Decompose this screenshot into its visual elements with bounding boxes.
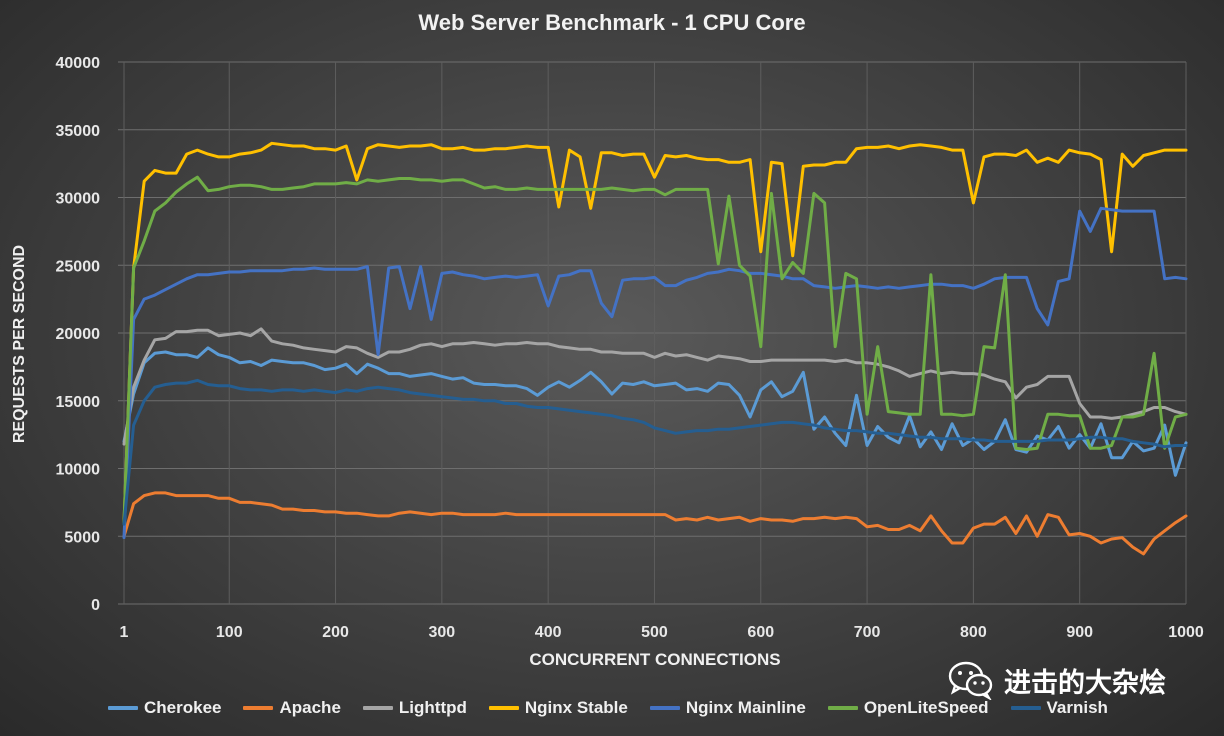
y-tick-label: 5000 <box>64 529 100 546</box>
legend-swatch <box>362 706 393 710</box>
watermark-text: 进击的大杂烩 <box>1004 667 1166 699</box>
legend-item-nginx-mainline: Nginx Mainline <box>649 698 806 718</box>
legend-label: Nginx Stable <box>524 698 628 717</box>
series-line-cherokee <box>122 346 1188 477</box>
y-tick-label: 10000 <box>56 462 101 479</box>
legend-swatch <box>649 706 680 710</box>
legend-item-nginx-stable: Nginx Stable <box>488 698 628 718</box>
x-tick-label: 1000 <box>1168 624 1204 641</box>
y-tick-labels: 0 5000 10000 15000 20000 25000 30000 35000 40000 <box>56 55 101 614</box>
series-line-varnish <box>122 378 1188 526</box>
series-line-nginx-mainline <box>122 206 1188 540</box>
x-tick-label: 900 <box>1066 624 1093 641</box>
legend-item-openlitespeed: OpenLiteSpeed <box>827 698 989 718</box>
y-tick-label: 25000 <box>56 258 101 275</box>
wechat-icon <box>948 661 993 700</box>
x-axis-label: CONCURRENT CONNECTIONS <box>529 650 781 669</box>
legend-swatch <box>108 706 138 710</box>
x-tick-label: 400 <box>535 624 562 641</box>
x-tick-label: 300 <box>429 624 456 641</box>
x-tick-label: 100 <box>216 624 243 641</box>
x-tick-label: 200 <box>322 624 349 641</box>
legend-swatch <box>243 706 274 710</box>
legend-item-lighttpd: Lighttpd <box>362 698 467 718</box>
x-tick-label: 800 <box>960 624 987 641</box>
y-tick-label: 20000 <box>56 326 101 343</box>
legend-item-varnish: Varnish <box>1010 698 1108 718</box>
y-tick-label: 35000 <box>56 123 101 140</box>
series-lines <box>122 141 1188 556</box>
y-tick-label: 0 <box>91 597 100 614</box>
watermark: 进击的大杂烩 <box>948 660 1166 700</box>
legend-label: OpenLiteSpeed <box>863 698 989 717</box>
legend-label: Apache <box>279 698 341 717</box>
series-line-lighttpd <box>122 327 1188 446</box>
series-line-nginx-stable <box>122 141 1188 525</box>
x-tick-labels: 1 100 200 300 400 500 600 700 800 900 1000 <box>120 624 1204 641</box>
x-tick-label: 600 <box>747 624 774 641</box>
legend-item-apache: Apache <box>243 698 341 718</box>
chart-title: Web Server Benchmark - 1 CPU Core <box>418 10 806 35</box>
legend-swatch <box>827 706 858 710</box>
x-tick-label: 1 <box>120 624 129 641</box>
x-tick-label: 500 <box>641 624 668 641</box>
legend-item-cherokee: Cherokee <box>108 698 221 718</box>
legend-swatch <box>488 706 519 710</box>
legend-label: Lighttpd <box>398 698 467 717</box>
y-tick-label: 30000 <box>56 191 101 208</box>
legend-label: Nginx Mainline <box>685 698 806 717</box>
series-line-apache <box>122 491 1188 556</box>
y-tick-label: 40000 <box>56 55 101 72</box>
legend-label: Cherokee <box>144 698 222 717</box>
x-tick-label: 700 <box>854 624 881 641</box>
legend-swatch <box>1010 706 1041 710</box>
y-tick-label: 15000 <box>56 394 101 411</box>
legend: Cherokee Apache Lighttpd Nginx Stable Nginx … <box>108 698 1108 718</box>
legend-label: Varnish <box>1046 698 1108 717</box>
series-line-openlitespeed <box>122 175 1188 525</box>
